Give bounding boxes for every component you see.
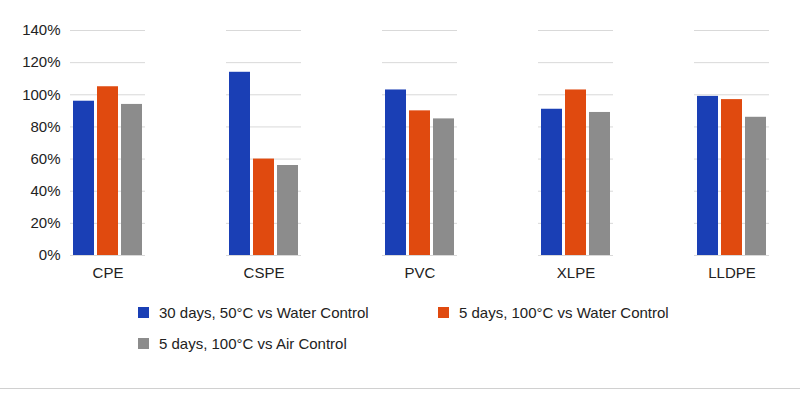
svg-text:80%: 80% <box>30 118 60 135</box>
svg-text:120%: 120% <box>22 53 60 70</box>
svg-text:LLDPE: LLDPE <box>708 264 756 281</box>
svg-text:60%: 60% <box>30 150 60 167</box>
html-text:30 days, 50°C vs Water Control: 30 days, 50°C vs Water Control <box>159 304 369 321</box>
html-text:5 days, 100°C vs Air Control: 5 days, 100°C vs Air Control <box>159 335 347 352</box>
svg-text:0%: 0% <box>39 246 61 263</box>
svg-text:CSPE: CSPE <box>244 264 285 281</box>
svg-text:40%: 40% <box>30 182 60 199</box>
svg-text:PVC: PVC <box>405 264 436 281</box>
svg-text:XLPE: XLPE <box>557 264 595 281</box>
svg-text:CPE: CPE <box>93 264 124 281</box>
svg-text:140%: 140% <box>22 21 60 38</box>
html-text:5 days, 100°C vs Water Control: 5 days, 100°C vs Water Control <box>459 304 669 321</box>
svg-text:100%: 100% <box>22 86 60 103</box>
svg-text:20%: 20% <box>30 214 60 231</box>
